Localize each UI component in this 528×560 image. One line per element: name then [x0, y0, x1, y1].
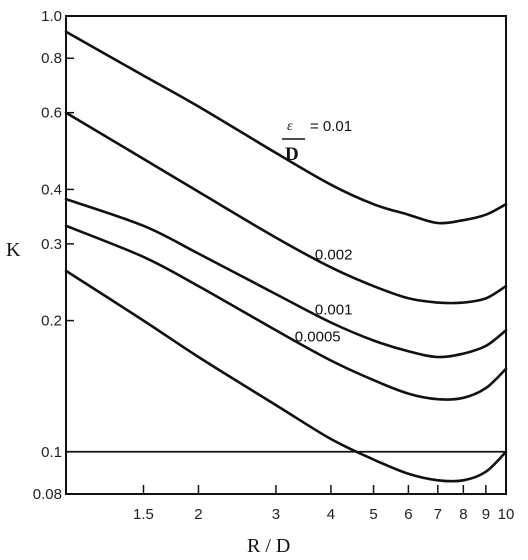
- plot-frame: [65, 15, 507, 495]
- x-tick-label: 5: [369, 506, 377, 523]
- d-label: D: [285, 144, 299, 165]
- y-axis-label: K: [6, 239, 21, 261]
- series-line-0.01: [64, 30, 508, 225]
- y-tick-label: 1.0: [41, 8, 62, 25]
- y-tick-label: 0.08: [33, 486, 62, 503]
- x-tick-label: 4: [327, 506, 335, 523]
- y-tick-label: 0.8: [41, 50, 62, 67]
- x-tick-label: 3: [272, 506, 280, 523]
- series-label-0.01: = 0.01: [310, 118, 352, 135]
- series-label-0.002: 0.002: [315, 246, 353, 263]
- x-tick-label: 7: [434, 506, 442, 523]
- y-tick-label: 0.4: [41, 181, 62, 198]
- x-tick-label: 8: [459, 506, 467, 523]
- x-tick-label: 1.5: [133, 506, 154, 523]
- epsilon-label: ε: [287, 119, 293, 134]
- series-line-0.0005: [64, 224, 508, 401]
- series-line-smooth: [64, 269, 508, 483]
- x-axis: 1.5 2 3 4 5 6 7 8 9 10: [133, 485, 514, 523]
- y-axis: 1.0 0.8 0.6 0.4 0.3 0.2 0.1 0.08: [33, 8, 74, 503]
- x-tick-label: 6: [404, 506, 412, 523]
- series-group: = 0.01 0.002 0.001 0.0005: [64, 30, 508, 483]
- x-axis-label: R / D: [247, 535, 290, 557]
- series-label-0.001: 0.001: [315, 301, 353, 318]
- x-tick-label: 10: [498, 506, 515, 523]
- y-tick-label: 0.2: [41, 313, 62, 330]
- series-line-0.002: [64, 111, 508, 305]
- y-tick-label: 0.6: [41, 105, 62, 122]
- x-tick-label: 9: [482, 506, 490, 523]
- series-line-0.001: [64, 197, 508, 359]
- series-label-0.0005: 0.0005: [295, 328, 341, 345]
- x-tick-label: 2: [194, 506, 202, 523]
- y-tick-label: 0.1: [41, 444, 62, 461]
- y-tick-label: 0.3: [41, 236, 62, 253]
